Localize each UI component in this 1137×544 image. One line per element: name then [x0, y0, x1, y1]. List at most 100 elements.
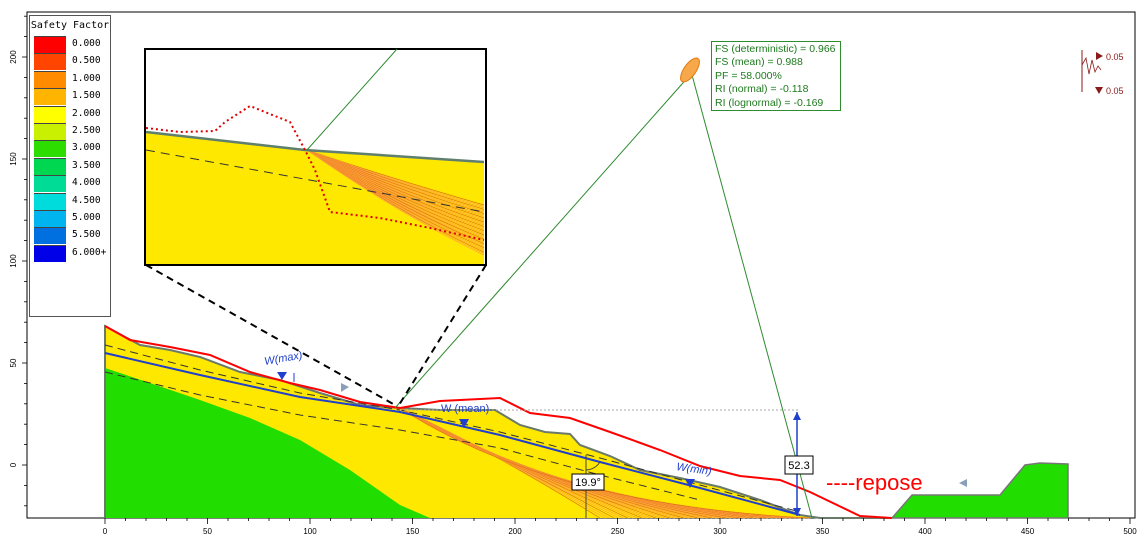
seismic-horizontal-arrow-icon: [1096, 52, 1103, 60]
y-tick-label: 100: [9, 254, 18, 268]
legend-entry: 1.500: [34, 88, 108, 106]
x-tick-label: 100: [303, 527, 317, 536]
x-axis: 0 50 100 150 200 250 300 350 400 450 500: [103, 518, 1137, 536]
legend-label: 0.500: [72, 55, 101, 67]
legend-label: 3.500: [72, 159, 101, 171]
legend-label: 5.500: [72, 229, 101, 241]
inset-dashed-line: [145, 149, 485, 213]
results-line: RI (normal) = -0.118: [715, 83, 809, 96]
results-line: FS (mean) = 0.988: [715, 56, 803, 69]
toe-terrace-green: [890, 462, 1069, 519]
legend-entry: 4.500: [34, 192, 108, 210]
legend-entry: 0.000: [34, 36, 108, 53]
legend-swatch: [34, 210, 66, 227]
legend-swatch: [34, 192, 66, 210]
y-tick-label: 150: [9, 152, 18, 166]
w-min-label: W(min): [676, 461, 713, 478]
water-table-line: [104, 352, 801, 516]
inset-slip-surfaces: [306, 149, 485, 256]
repose-label: ----repose: [826, 470, 923, 495]
y-axis: 0 50 100 150 200: [9, 15, 27, 507]
inset-connector-right: [398, 264, 487, 406]
legend-entry: 3.000: [34, 140, 108, 158]
critical-slope-red-line: [104, 325, 893, 519]
water-markers: W(max) W (mean) W(min): [263, 349, 967, 488]
legend-swatch: [34, 123, 66, 140]
zoom-inset: [144, 48, 487, 266]
height-label-box: [784, 455, 814, 475]
legend-entry: 5.000: [34, 210, 108, 227]
inset-red-dotted-line: [145, 104, 485, 241]
legend-entry: 2.500: [34, 123, 108, 140]
legend-label: 5.000: [72, 212, 101, 223]
slip-surfaces: [399, 407, 811, 519]
legend-entry: 4.000: [34, 175, 108, 193]
results-line: FS (deterministic) = 0.966: [715, 43, 836, 55]
results-line: RI (lognormal) = -0.169: [715, 96, 824, 109]
x-tick-label: 400: [918, 527, 932, 536]
angle-label-box: [571, 473, 605, 491]
height-label: 52.3: [788, 460, 809, 472]
inset-ground-line: [145, 130, 485, 164]
x-tick-label: 300: [713, 527, 727, 536]
legend-entry: 5.500: [34, 227, 108, 245]
slope-model: [104, 324, 1069, 519]
w-mean-label: W (mean): [441, 403, 489, 415]
results-lines: FS (deterministic) = 0.966 FS (mean) = 0.…: [715, 43, 837, 110]
y-tick-label: 0: [9, 462, 18, 467]
legend-entry: 2.000: [34, 105, 108, 123]
legend-swatch: [34, 105, 66, 123]
y-tick-label: 200: [9, 50, 18, 64]
x-tick-label: 250: [611, 527, 625, 536]
x-tick-label: 150: [406, 527, 420, 536]
inset-soil-yellow: [146, 132, 484, 264]
legend-title: Safety Factor: [30, 20, 110, 31]
legend-label: 0.000: [72, 38, 101, 49]
legend-swatch: [34, 227, 66, 245]
x-tick-label: 200: [508, 527, 522, 536]
x-tick-label: 450: [1021, 527, 1035, 536]
legend-swatch: [34, 70, 66, 88]
water-end-marker-icon: [341, 383, 349, 392]
slip-radius-line-right: [691, 74, 813, 519]
x-tick-label: 500: [1123, 527, 1137, 536]
seismic-vertical-arrow-icon: [1095, 87, 1103, 94]
legend-label: 1.500: [72, 90, 101, 102]
results-line: PF = 58.000%: [715, 69, 782, 82]
results-info-box: FS (deterministic) = 0.966 FS (mean) = 0.…: [711, 41, 841, 111]
angle-label: 19.9°: [575, 477, 601, 489]
layer-boundary-dashed-1: [104, 344, 801, 513]
inset-slip-surface: [306, 149, 485, 256]
legend-label: 2.000: [72, 107, 101, 119]
y-tick-label: 50: [9, 358, 18, 367]
legend-label: 4.500: [72, 194, 101, 206]
w-min-triangle-icon: [685, 479, 695, 488]
slip-radius-line-left: [394, 74, 691, 409]
legend-label: 6.000+: [72, 246, 107, 258]
slip-center-cluster: [680, 57, 700, 83]
layer-boundary-dashed-2: [104, 371, 701, 501]
legend-swatch: [34, 36, 66, 53]
w-max-triangle-icon: [277, 372, 287, 380]
seismic-vertical-value: 0.05: [1106, 86, 1124, 96]
x-tick-label: 0: [103, 527, 108, 536]
legend-label: 3.000: [72, 142, 101, 154]
legend-swatch: [34, 88, 66, 106]
w-mean-triangle-icon: [459, 419, 469, 428]
legend-entry: 1.000: [34, 70, 108, 88]
legend-label: 2.500: [72, 125, 101, 136]
x-tick-label: 50: [203, 527, 212, 536]
legend-label: 4.000: [72, 177, 101, 189]
seismic-horizontal-value: 0.05: [1106, 52, 1124, 62]
legend-swatch: [34, 140, 66, 158]
legend-swatch: [34, 244, 66, 262]
legend-swatch: [34, 53, 66, 71]
toe-end-marker-icon: [959, 479, 967, 487]
x-tick-label: 350: [816, 527, 830, 536]
inset-radius-line: [306, 48, 398, 151]
legend-swatch: [34, 157, 66, 175]
legend-entry: 3.500: [34, 157, 108, 175]
legend-entry: 0.500: [34, 53, 108, 71]
